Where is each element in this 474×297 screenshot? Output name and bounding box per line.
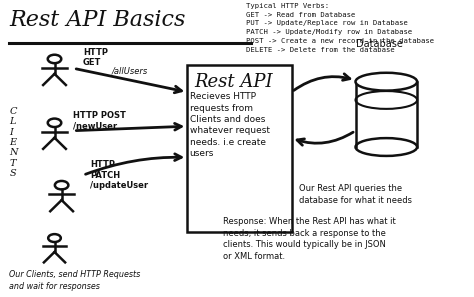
Text: HTTP
PATCH
/updateUser: HTTP PATCH /updateUser bbox=[90, 160, 148, 190]
Text: Rest API Basics: Rest API Basics bbox=[9, 9, 186, 31]
Text: /allUsers: /allUsers bbox=[111, 67, 147, 76]
Text: Our Clients, send HTTP Requests
and wait for responses: Our Clients, send HTTP Requests and wait… bbox=[9, 270, 141, 291]
Text: Rest API: Rest API bbox=[194, 73, 273, 91]
Text: C
L
I
E
N
T
S: C L I E N T S bbox=[9, 107, 18, 178]
Text: Database: Database bbox=[356, 39, 402, 49]
Text: HTTP
GET: HTTP GET bbox=[83, 48, 108, 67]
Text: Our Rest API queries the
database for what it needs: Our Rest API queries the database for wh… bbox=[299, 184, 411, 205]
Text: HTTP POST
/newUser: HTTP POST /newUser bbox=[73, 111, 127, 131]
FancyBboxPatch shape bbox=[187, 65, 292, 232]
Text: Typical HTTP Verbs:
GET -> Read from Database
PUT -> Update/Replace row in Datab: Typical HTTP Verbs: GET -> Read from Dat… bbox=[246, 3, 435, 53]
Text: Response: When the Rest API has what it
needs, it sends back a response to the
c: Response: When the Rest API has what it … bbox=[223, 217, 395, 261]
FancyBboxPatch shape bbox=[356, 82, 417, 147]
Text: Recieves HTTP
requests from
Clients and does
whatever request
needs. i.e create
: Recieves HTTP requests from Clients and … bbox=[190, 92, 270, 158]
Ellipse shape bbox=[356, 73, 417, 91]
